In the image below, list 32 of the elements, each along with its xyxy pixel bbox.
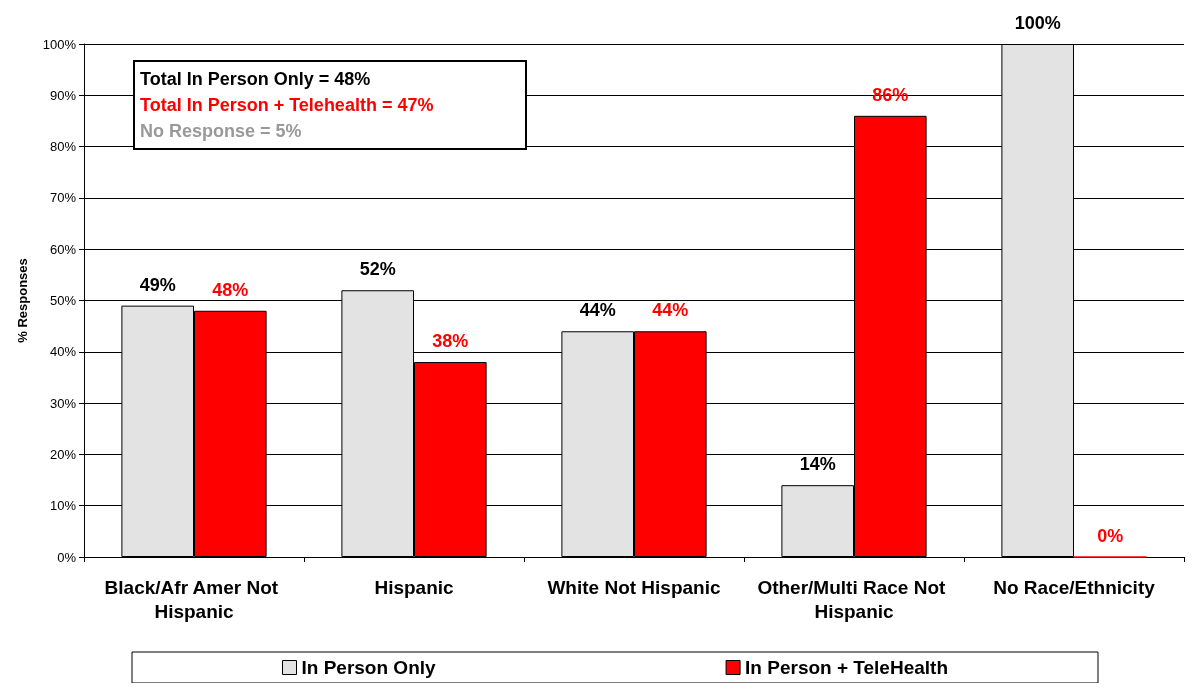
x-tick-label: Black/Afr Amer Not Hispanic <box>104 576 284 622</box>
y-tick-label: 40% <box>49 344 77 360</box>
annotation: Total In Person + Telehealth = 47% <box>140 94 435 117</box>
y-tick-label: 100% <box>42 36 77 52</box>
data-label: 0% <box>1097 525 1124 546</box>
y-tick-label: 30% <box>49 395 77 411</box>
data-label: 14% <box>799 454 836 475</box>
data-label: 52% <box>359 259 396 280</box>
y-axis-title: % Responses <box>15 258 30 343</box>
y-tick-label: 50% <box>49 293 77 308</box>
data-label: 48% <box>212 279 249 300</box>
y-tick-label: 60% <box>49 241 77 257</box>
data-label: 44% <box>579 300 616 321</box>
y-tick-label: 80% <box>49 139 77 155</box>
y-tick-label: 20% <box>49 446 77 462</box>
y-tick-label: 70% <box>49 190 77 206</box>
data-label: 49% <box>139 274 176 295</box>
data-label: 44% <box>652 300 689 321</box>
annotation: No Response = 5% <box>140 120 303 143</box>
note-box: Total In Person Only = 48% Total In Person + Telehealth = 47% No Response = 5% <box>133 60 527 150</box>
legend-label: In Person Only <box>301 657 437 678</box>
x-tick-label: No Race/Ethnicity <box>993 576 1156 598</box>
legend-label: In Person + TeleHealth <box>745 657 948 678</box>
x-tick-label: Other/Multi Race Not Hispanic <box>757 576 951 622</box>
y-tick-label: 0% <box>57 549 77 565</box>
data-label: 100% <box>1014 13 1061 33</box>
x-tick-label: White Not Hispanic <box>547 576 721 598</box>
x-tick-label: Hispanic <box>374 576 455 598</box>
data-label: 38% <box>432 331 469 352</box>
annotation: Total In Person Only = 48% <box>140 68 372 91</box>
y-tick-label: 90% <box>49 87 77 103</box>
y-tick-label: 10% <box>49 498 77 514</box>
